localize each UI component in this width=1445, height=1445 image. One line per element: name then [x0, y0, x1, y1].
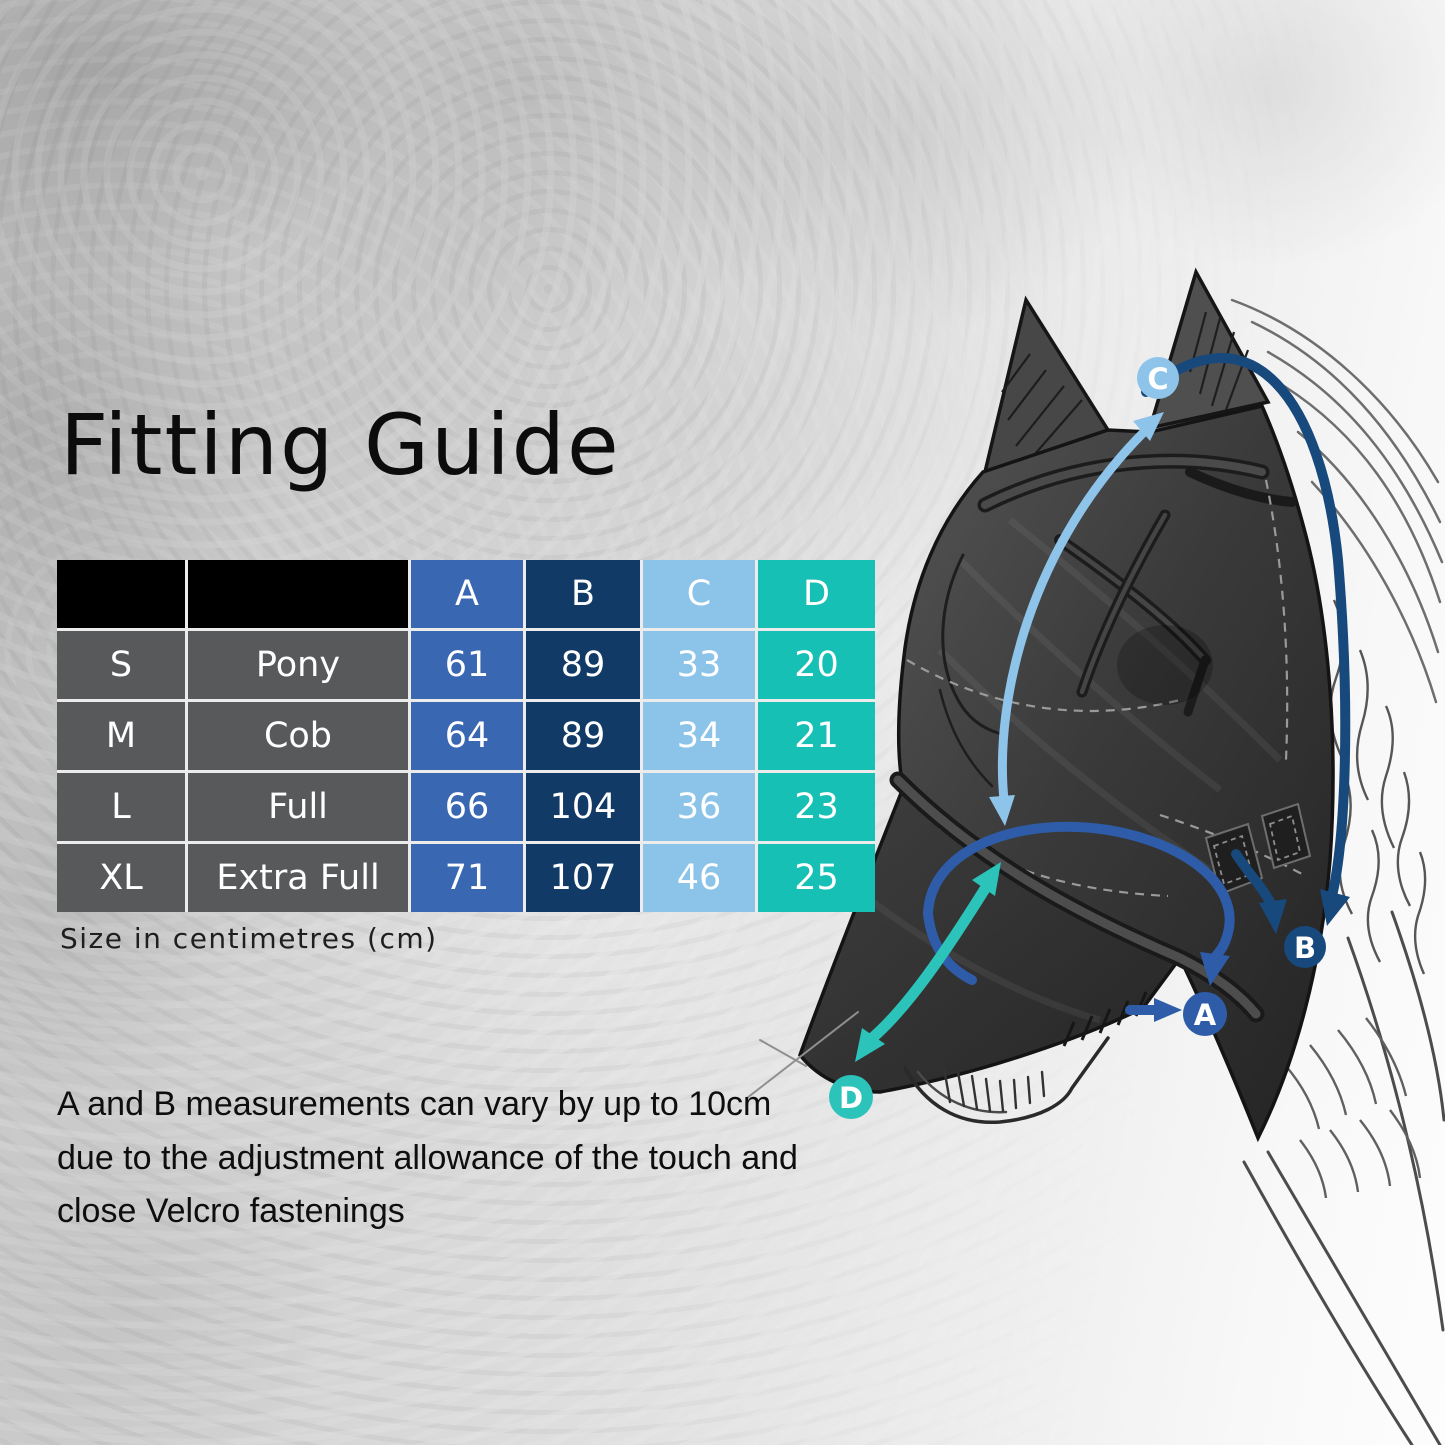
- column-header-c: C: [643, 560, 755, 628]
- mask-straps: [938, 453, 1297, 788]
- mane-sketch-lines: [1230, 298, 1444, 704]
- measurement-marker-c: C: [1137, 357, 1179, 399]
- fly-mask-head: [897, 403, 1335, 1143]
- cell-value: 71: [411, 844, 523, 912]
- cell-value: 107: [526, 844, 640, 912]
- cell-value: 34: [643, 702, 755, 770]
- svg-text:D: D: [839, 1081, 863, 1115]
- cell-value: 23: [758, 773, 875, 841]
- neck-sketch-lines: [1242, 910, 1445, 1445]
- svg-text:A: A: [1194, 998, 1217, 1032]
- cell-value: 89: [526, 631, 640, 699]
- cheek-hatch-lines: [1284, 1017, 1422, 1199]
- cell-value: 20: [758, 631, 875, 699]
- cell-value: 21: [758, 702, 875, 770]
- column-header-b: B: [526, 560, 640, 628]
- mask-stitch-seams: [906, 479, 1303, 898]
- measurement-arrow-c: [997, 425, 1151, 805]
- unit-note: Size in centimetres (cm): [60, 922, 438, 955]
- row-size-label: L: [57, 773, 185, 841]
- row-type-label: Cob: [188, 702, 408, 770]
- measurement-marker-a: A: [1183, 992, 1227, 1036]
- cell-value: 89: [526, 702, 640, 770]
- measurement-footnote: A and B measurements can vary by up to 1…: [57, 1085, 798, 1231]
- cell-value: 66: [411, 773, 523, 841]
- row-size-label: S: [57, 631, 185, 699]
- table-corner-cell: [188, 560, 408, 628]
- column-header-a: A: [411, 560, 523, 628]
- row-type-label: Pony: [188, 631, 408, 699]
- row-size-label: XL: [57, 844, 185, 912]
- column-header-d: D: [758, 560, 875, 628]
- cell-value: 36: [643, 773, 755, 841]
- cell-value: 25: [758, 844, 875, 912]
- mask-noseband: [889, 771, 1265, 1023]
- horse-ears: [982, 267, 1271, 475]
- measurement-arrowheads-a: [1154, 952, 1230, 1022]
- measurement-marker-b: B: [1284, 926, 1326, 968]
- table-corner-cell: [57, 560, 185, 628]
- measurement-arrowheads-b: [1259, 889, 1350, 934]
- measurement-arrow-d: [864, 878, 994, 1046]
- svg-text:C: C: [1147, 362, 1168, 396]
- muzzle-sketch: [746, 1011, 1110, 1125]
- cell-value: 104: [526, 773, 640, 841]
- cell-value: 64: [411, 702, 523, 770]
- page-title: Fitting Guide: [60, 396, 621, 494]
- mask-edge-stitching: [1062, 991, 1148, 1047]
- size-table: A B C D S Pony 61 89 33 20 M Cob 64 89 3…: [57, 560, 875, 912]
- measurement-arrowheads-d: [855, 862, 1001, 1062]
- measurement-arrow-b: [1141, 353, 1351, 909]
- cell-value: 46: [643, 844, 755, 912]
- cell-value: 61: [411, 631, 523, 699]
- row-type-label: Full: [188, 773, 408, 841]
- svg-text:B: B: [1294, 931, 1316, 965]
- eye-shadow: [1117, 625, 1213, 705]
- row-size-label: M: [57, 702, 185, 770]
- row-type-label: Extra Full: [188, 844, 408, 912]
- measurement-marker-d: D: [829, 1075, 873, 1119]
- cell-value: 33: [643, 631, 755, 699]
- measurement-arrowheads-c: [989, 412, 1164, 826]
